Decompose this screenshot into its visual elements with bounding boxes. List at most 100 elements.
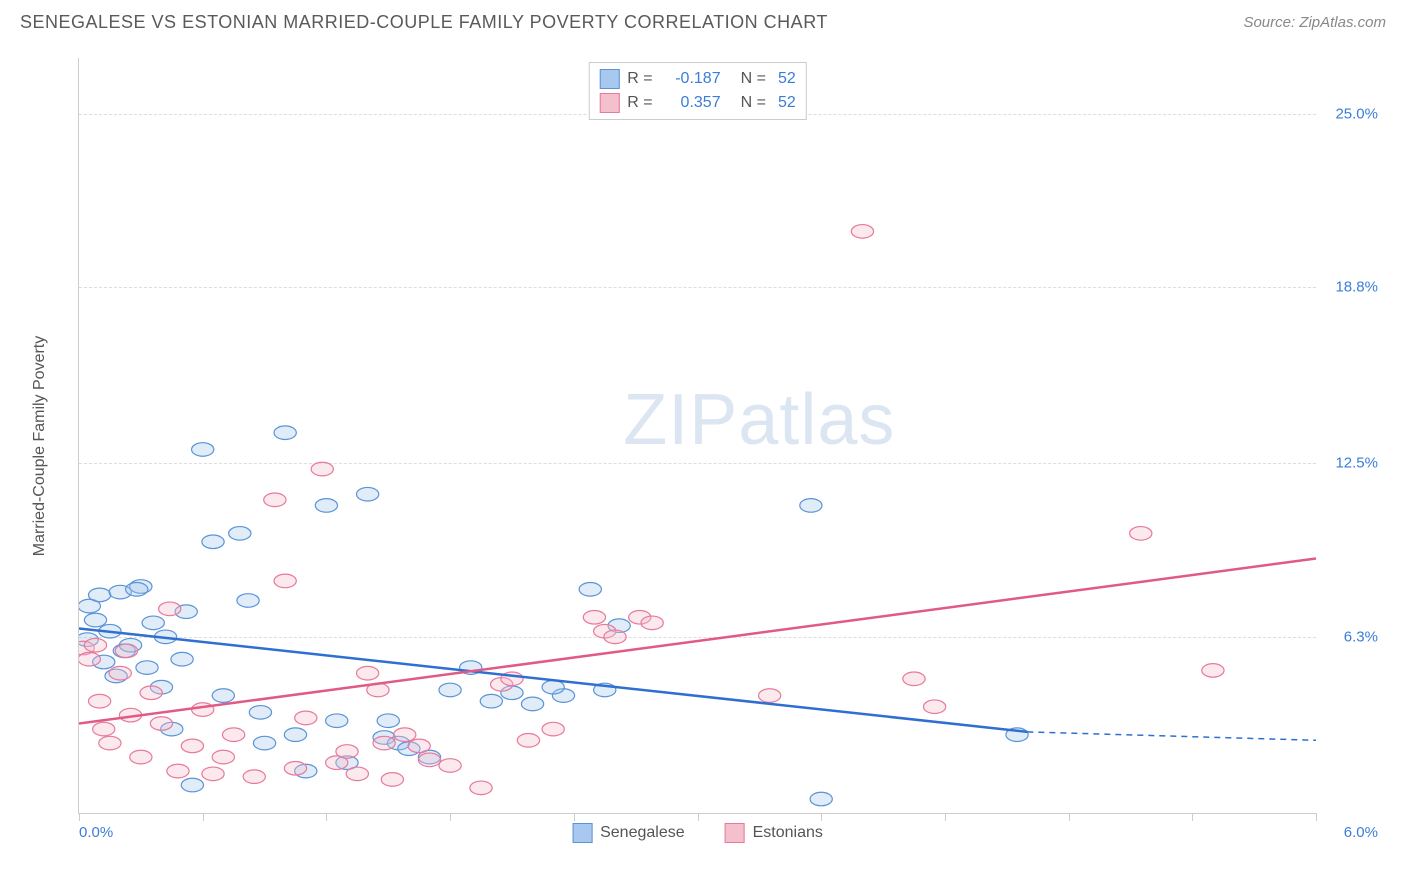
data-point — [903, 672, 925, 686]
data-point — [126, 583, 148, 597]
data-point — [237, 594, 259, 608]
data-point — [212, 750, 234, 764]
data-point — [583, 610, 605, 624]
chart-title: SENEGALESE VS ESTONIAN MARRIED-COUPLE FA… — [20, 12, 828, 33]
data-point — [418, 753, 440, 767]
data-point — [641, 616, 663, 630]
x-tick — [574, 813, 575, 821]
data-point — [604, 630, 626, 644]
data-point — [759, 689, 781, 703]
data-point — [326, 714, 348, 728]
data-point — [542, 722, 564, 736]
data-point — [115, 644, 137, 658]
data-point — [521, 697, 543, 711]
data-point — [167, 764, 189, 778]
legend-correlation-row: R =0.357N =52 — [599, 91, 795, 115]
data-point — [284, 761, 306, 775]
data-point — [542, 680, 564, 694]
data-point — [377, 714, 399, 728]
x-tick — [1192, 813, 1193, 821]
x-tick — [326, 813, 327, 821]
data-point — [171, 652, 193, 666]
legend-series: SenegaleseEstonians — [572, 823, 823, 843]
data-point — [274, 426, 296, 440]
data-point — [357, 666, 379, 680]
trend-line — [79, 559, 1316, 724]
data-point — [517, 734, 539, 748]
y-tick-label: 12.5% — [1335, 455, 1378, 472]
chart-container: Married-Couple Family Poverty ZIPatlas R… — [50, 50, 1386, 842]
data-point — [249, 706, 271, 720]
x-tick — [1069, 813, 1070, 821]
data-point — [295, 711, 317, 725]
y-tick-label: 6.3% — [1344, 628, 1378, 645]
y-tick-label: 18.8% — [1335, 279, 1378, 296]
x-tick — [450, 813, 451, 821]
data-point — [439, 759, 461, 773]
data-point — [1130, 527, 1152, 541]
y-axis-label: Married-Couple Family Poverty — [31, 336, 49, 557]
data-point — [202, 535, 224, 549]
data-point — [381, 773, 403, 787]
data-point — [84, 638, 106, 652]
trend-line-extrapolated — [1027, 732, 1316, 740]
data-point — [109, 666, 131, 680]
data-point — [284, 728, 306, 742]
data-point — [480, 694, 502, 708]
data-point — [336, 745, 358, 759]
data-point — [192, 443, 214, 457]
data-point — [84, 613, 106, 627]
legend-series-item: Estonians — [725, 823, 823, 843]
data-point — [181, 739, 203, 753]
scatter-svg — [79, 58, 1316, 813]
data-point — [373, 736, 395, 750]
data-point — [212, 689, 234, 703]
x-tick — [1316, 813, 1317, 821]
y-tick-label: 25.0% — [1335, 105, 1378, 122]
data-point — [439, 683, 461, 697]
data-point — [274, 574, 296, 588]
data-point — [264, 493, 286, 507]
trend-line — [79, 628, 1027, 731]
legend-swatch — [572, 823, 592, 843]
data-point — [810, 792, 832, 806]
x-tick — [203, 813, 204, 821]
data-point — [346, 767, 368, 781]
data-point — [222, 728, 244, 742]
x-tick — [698, 813, 699, 821]
data-point — [88, 588, 110, 602]
x-tick — [79, 813, 80, 821]
data-point — [1202, 664, 1224, 678]
legend-swatch — [725, 823, 745, 843]
data-point — [99, 736, 121, 750]
legend-swatch — [599, 93, 619, 113]
data-point — [142, 616, 164, 630]
data-point — [243, 770, 265, 784]
data-point — [229, 527, 251, 541]
data-point — [253, 736, 275, 750]
x-tick — [821, 813, 822, 821]
data-point — [140, 686, 162, 700]
x-axis-max-label: 6.0% — [1344, 824, 1378, 841]
legend-correlation: R =-0.187N =52R =0.357N =52 — [588, 62, 806, 120]
x-axis-min-label: 0.0% — [79, 824, 113, 841]
data-point — [150, 717, 172, 731]
data-point — [408, 739, 430, 753]
data-point — [136, 661, 158, 675]
data-point — [800, 499, 822, 513]
data-point — [923, 700, 945, 714]
source-attribution: Source: ZipAtlas.com — [1243, 14, 1386, 31]
legend-swatch — [599, 69, 619, 89]
data-point — [311, 462, 333, 476]
data-point — [394, 728, 416, 742]
legend-correlation-row: R =-0.187N =52 — [599, 67, 795, 91]
data-point — [202, 767, 224, 781]
data-point — [88, 694, 110, 708]
data-point — [357, 487, 379, 501]
plot-area: ZIPatlas R =-0.187N =52R =0.357N =52 0.0… — [78, 58, 1316, 814]
data-point — [851, 225, 873, 239]
data-point — [130, 750, 152, 764]
data-point — [159, 602, 181, 616]
data-point — [470, 781, 492, 795]
data-point — [315, 499, 337, 513]
